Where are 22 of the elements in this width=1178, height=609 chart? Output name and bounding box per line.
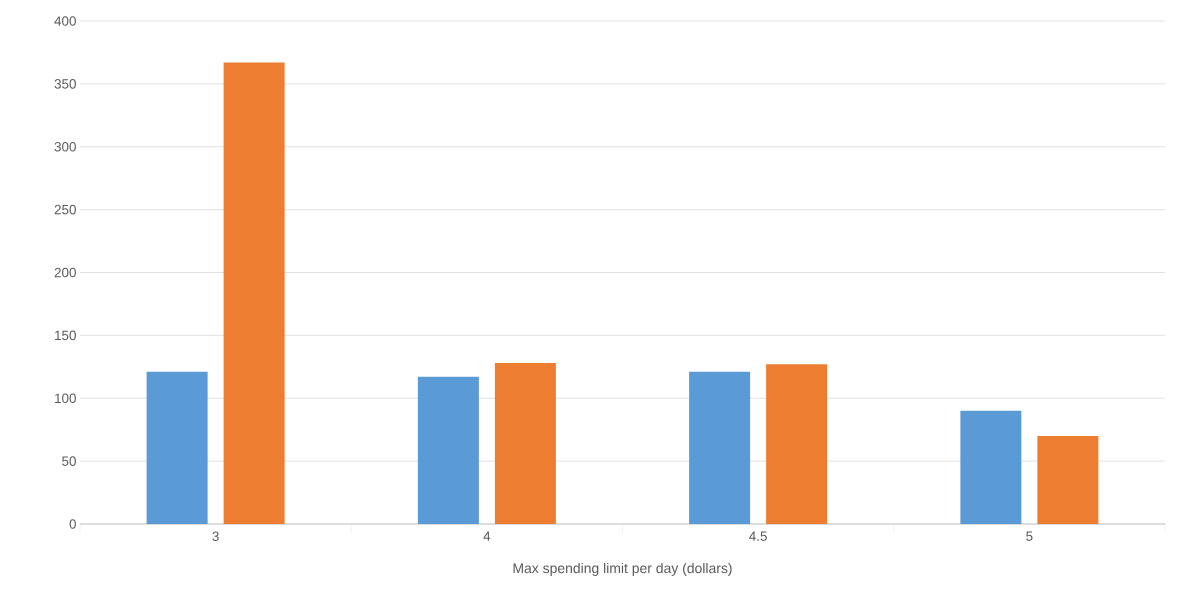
- y-tick-label: 200: [54, 267, 76, 278]
- y-tick-label: 400: [54, 16, 76, 26]
- y-tick-label: 350: [54, 79, 76, 89]
- y-tick-label: 0: [69, 519, 76, 529]
- x-axis-title: Max spending limit per day (dollars): [513, 562, 732, 576]
- y-tick-label: 100: [55, 393, 76, 403]
- bar: [766, 364, 828, 524]
- bar: [689, 371, 751, 524]
- bar: [223, 62, 285, 524]
- bar: [417, 376, 479, 524]
- bar: [1037, 435, 1099, 524]
- x-tick-label: 5: [1026, 531, 1033, 541]
- bar: [146, 371, 208, 524]
- y-tick-label: 150: [55, 330, 76, 341]
- y-tick-label: 50: [62, 456, 76, 466]
- x-tick-label: 3: [212, 531, 219, 542]
- y-tick-label: 300: [54, 141, 76, 152]
- bar: [494, 363, 556, 524]
- x-tick-label: 4.5: [749, 531, 767, 541]
- y-tick-label: 250: [54, 204, 76, 215]
- x-tick-label: 4: [483, 531, 491, 541]
- bar: [960, 410, 1022, 524]
